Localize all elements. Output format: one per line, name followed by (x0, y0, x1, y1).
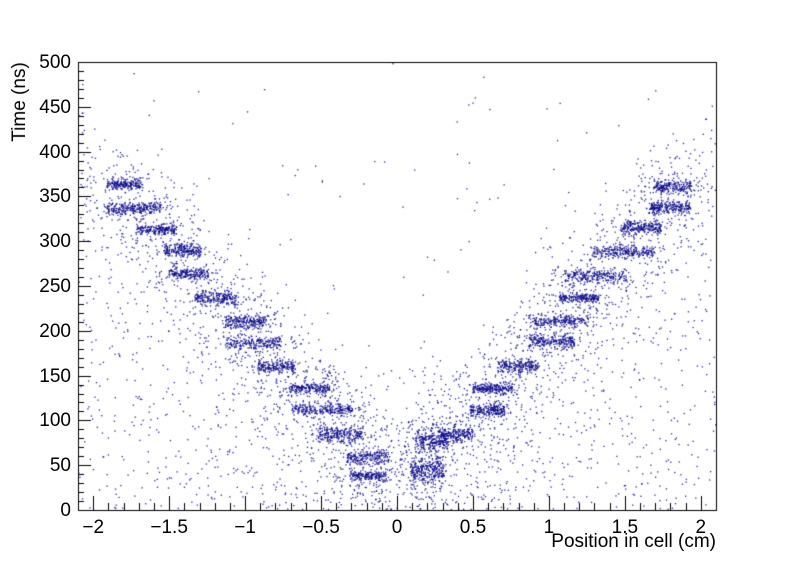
x-tick-label: −0.5 (302, 517, 340, 538)
y-tick-label: 200 (39, 320, 71, 342)
y-tick-label: 450 (39, 96, 71, 118)
y-tick-label: 100 (39, 410, 71, 432)
y-tick-label: 350 (39, 186, 71, 208)
x-tick-label: −1 (234, 517, 256, 538)
y-tick-label: 400 (39, 141, 71, 163)
y-tick-label: 150 (39, 365, 71, 387)
y-tick-label: 50 (49, 455, 71, 477)
y-tick-label: 0 (60, 500, 71, 521)
x-tick-label: 2 (695, 517, 707, 538)
x-tick-label: 0 (391, 517, 403, 538)
x-tick-label: −1.5 (150, 517, 188, 538)
x-tick-label: −2 (82, 517, 105, 538)
x-axis-title: Position in cell (cm) (551, 531, 716, 552)
x-tick-label: 0.5 (459, 517, 487, 538)
y-tick-label: 300 (39, 231, 71, 253)
x-tick-label: 1.5 (611, 517, 639, 538)
y-tick-label: 500 (39, 52, 71, 73)
x-tick-label: 1 (543, 517, 555, 538)
y-tick-label: 250 (39, 276, 71, 297)
